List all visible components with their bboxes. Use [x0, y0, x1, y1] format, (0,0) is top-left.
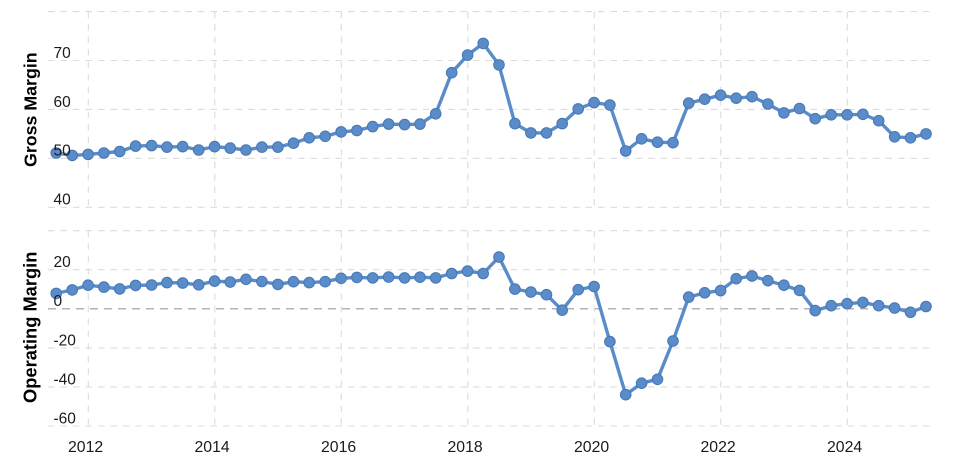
svg-text:2016: 2016 — [321, 439, 356, 456]
svg-text:Operating Margin: Operating Margin — [19, 252, 40, 403]
svg-text:2022: 2022 — [701, 439, 736, 456]
svg-text:50: 50 — [54, 143, 72, 160]
svg-text:-20: -20 — [54, 332, 77, 349]
svg-text:-40: -40 — [54, 371, 77, 388]
svg-text:Gross Margin: Gross Margin — [20, 52, 40, 167]
svg-text:2012: 2012 — [68, 439, 103, 456]
svg-text:60: 60 — [54, 94, 72, 111]
svg-text:-60: -60 — [54, 410, 77, 427]
svg-text:2018: 2018 — [448, 439, 483, 456]
svg-text:70: 70 — [54, 45, 72, 62]
svg-text:2014: 2014 — [195, 439, 230, 456]
svg-text:20: 20 — [54, 254, 72, 271]
svg-text:2020: 2020 — [574, 439, 609, 456]
svg-text:40: 40 — [54, 192, 72, 209]
svg-text:2024: 2024 — [827, 439, 862, 456]
svg-text:0: 0 — [54, 293, 63, 310]
